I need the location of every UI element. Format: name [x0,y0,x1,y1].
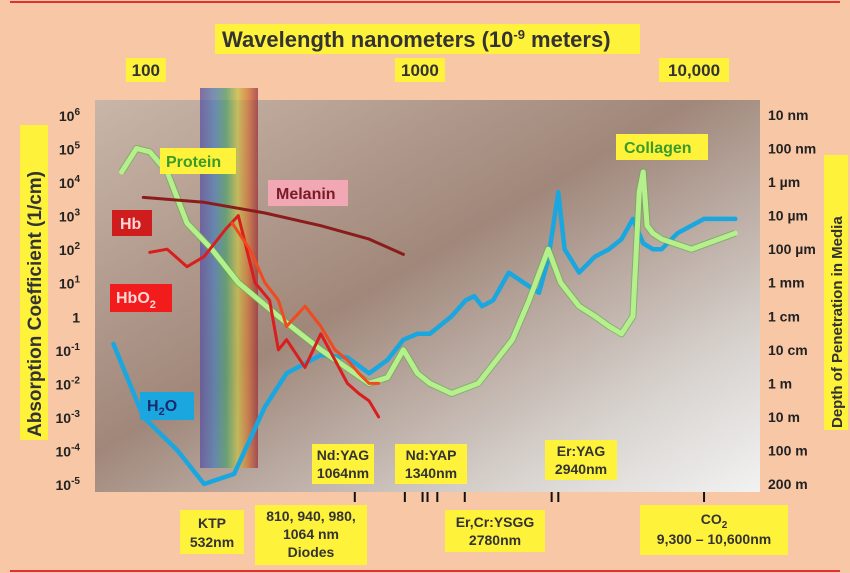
laser-ndyag: Nd:YAG 1064nm [312,444,374,484]
y2-tick-label: 10 nm [768,107,808,123]
y-tick-label: 103 [59,208,81,225]
y2-tick-label: 1 mm [768,275,805,291]
laser-eryag: Er:YAG 2940nm [545,440,617,480]
label-collagen: Collagen [616,134,708,160]
laser-ercr-ysgg: Er,Cr:YSGG 2780nm [445,510,545,552]
svg-text:Diodes: Diodes [288,544,335,560]
top-tick-box [125,58,166,82]
chart-title: Wavelength nanometers (10-9 meters) [222,27,611,52]
y2-tick-label: 1 µm [768,174,800,190]
y-tick-label: 102 [59,241,81,258]
top-tick-box [394,58,445,82]
y-tick-label: 104 [59,174,81,191]
y-tick-label: 101 [59,275,81,292]
y-tick-label: 10-3 [56,409,81,426]
series-melanin [141,195,405,256]
y2-tick-label: 10 cm [768,342,808,358]
label-h2o: H2O [140,392,194,420]
series-hb [148,214,381,419]
y-tick-label: 106 [59,107,81,124]
label-hbo2: HbO2 [110,284,172,312]
y2-tick-label: 1 m [768,375,792,391]
y2-tick-label: 100 nm [768,141,816,157]
svg-text:CO2: CO2 [701,511,728,531]
y2-tick-label: 200 m [768,476,808,492]
svg-text:Protein: Protein [166,154,221,171]
top-tick-label: 1000 [401,61,439,80]
laser-ktp: KTP 532nm [180,510,244,554]
series-hbo2 [230,221,381,385]
svg-text:532nm: 532nm [190,534,234,550]
laser-diodes: 810, 940, 980, 1064 nm Diodes [255,505,367,565]
svg-text:2940nm: 2940nm [555,461,607,477]
y2-tick-label: 10 µm [768,208,808,224]
svg-text:Nd:YAG: Nd:YAG [317,447,369,463]
svg-text:2780nm: 2780nm [469,532,521,548]
top-tick-label: 100 [132,61,160,80]
svg-text:810, 940, 980,: 810, 940, 980, [266,508,356,524]
y-tick-label: 10-5 [56,476,81,493]
y-tick-label: 10-2 [56,375,81,392]
y2-tick-label: 100 µm [768,241,816,257]
y-tick-label: 10-1 [56,342,81,359]
svg-text:KTP: KTP [198,515,226,531]
title-box [215,24,640,54]
y-tick-label: 10-4 [56,442,81,459]
y2-axis-title: Depth of Penetration in Media [824,155,848,430]
svg-text:Collagen: Collagen [624,140,692,157]
y-tick-label: 105 [59,141,81,158]
visible-spectrum-band [200,88,258,468]
y-tick-label: 1 [72,309,80,325]
top-tick-label: 10,000 [668,61,720,80]
svg-text:Melanin: Melanin [276,186,336,203]
svg-text:Absorption Coefficient (1/cm): Absorption Coefficient (1/cm) [25,171,46,437]
svg-text:9,300 – 10,600nm: 9,300 – 10,600nm [657,531,771,547]
svg-text:1064 nm: 1064 nm [283,526,339,542]
y2-tick-label: 100 m [768,442,808,458]
svg-text:1340nm: 1340nm [405,465,457,481]
label-melanin: Melanin [268,180,348,206]
y2-tick-label: 10 m [768,409,800,425]
label-protein: Protein [160,148,236,174]
svg-text:Er,Cr:YSGG: Er,Cr:YSGG [456,514,535,530]
series-protein [119,146,738,396]
svg-text:Hb: Hb [120,216,142,233]
label-hb: Hb [112,210,152,236]
top-tick-box [659,58,730,82]
svg-text:Depth of Penetration in Media: Depth of Penetration in Media [829,216,846,428]
laser-ndyap: Nd:YAP 1340nm [395,444,467,484]
svg-text:H2O: H2O [147,398,177,418]
y2-tick-label: 1 cm [768,308,800,324]
svg-text:Nd:YAP: Nd:YAP [406,447,457,463]
svg-text:1064nm: 1064nm [317,465,369,481]
laser-co2: CO2 9,300 – 10,600nm [640,505,788,555]
svg-text:Er:YAG: Er:YAG [557,443,606,459]
y-axis-title: Absorption Coefficient (1/cm) [20,125,48,440]
svg-text:HbO2: HbO2 [116,290,156,311]
